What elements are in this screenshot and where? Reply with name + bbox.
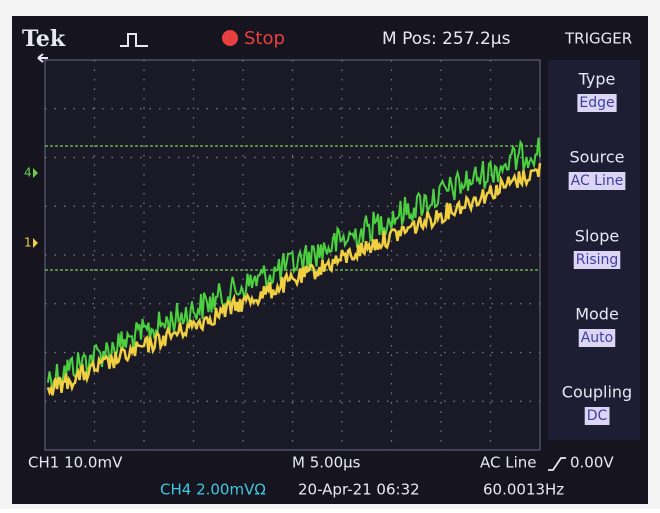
trigger-level: 0.00V <box>570 454 614 472</box>
ch1-marker: 1 <box>24 236 32 250</box>
run-status: Stop <box>244 28 285 49</box>
ch4-marker: 4 <box>24 166 32 180</box>
stop-icon <box>222 30 238 46</box>
trigger-source: AC Line <box>480 454 537 472</box>
ch4-scale: CH4 2.00mVΩ <box>160 481 266 499</box>
frequency: 60.0013Hz <box>483 481 564 499</box>
ch1-scale: CH1 10.0mV <box>28 454 123 472</box>
date: 20-Apr-21 06:32 <box>298 481 420 499</box>
menu-label: Slope <box>575 227 619 246</box>
menu-label: Coupling <box>562 383 632 402</box>
brand: Tek <box>22 26 66 52</box>
menu-label: Mode <box>575 305 619 324</box>
menu-value: Rising <box>576 252 619 268</box>
menu-value: AC Line <box>571 173 624 189</box>
menu-value: Edge <box>579 95 614 111</box>
menu-title: TRIGGER <box>564 30 632 48</box>
menu-label: Source <box>570 148 625 167</box>
menu-value: DC <box>587 408 608 424</box>
oscilloscope-screen: Tek Stop M Pos: 257.2µs TRIGGER 4 1 Type… <box>0 0 660 509</box>
timebase: M 5.00µs <box>292 454 361 472</box>
menu-value: Auto <box>581 330 614 346</box>
horizontal-position: M Pos: 257.2µs <box>382 29 511 49</box>
menu-label: Type <box>578 70 616 89</box>
